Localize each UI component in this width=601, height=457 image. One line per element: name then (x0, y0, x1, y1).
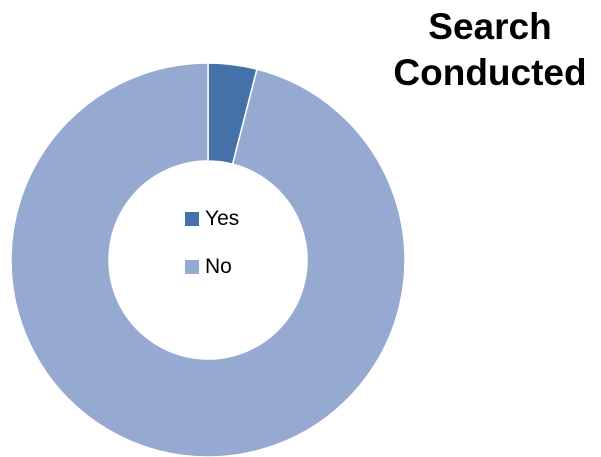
chart-title: Search Conducted (372, 4, 601, 96)
chart-title-line-1: Search (428, 6, 552, 47)
legend-swatch-yes (185, 212, 199, 226)
donut-slices (10, 62, 406, 457)
legend: Yes No (185, 207, 239, 303)
chart-title-line-2: Conducted (393, 52, 587, 93)
donut-slice-no (10, 62, 406, 457)
legend-item-yes: Yes (185, 207, 239, 231)
legend-swatch-no (185, 260, 199, 274)
legend-item-no: No (185, 255, 239, 279)
legend-label-no: No (205, 255, 232, 278)
legend-label-yes: Yes (205, 207, 240, 230)
